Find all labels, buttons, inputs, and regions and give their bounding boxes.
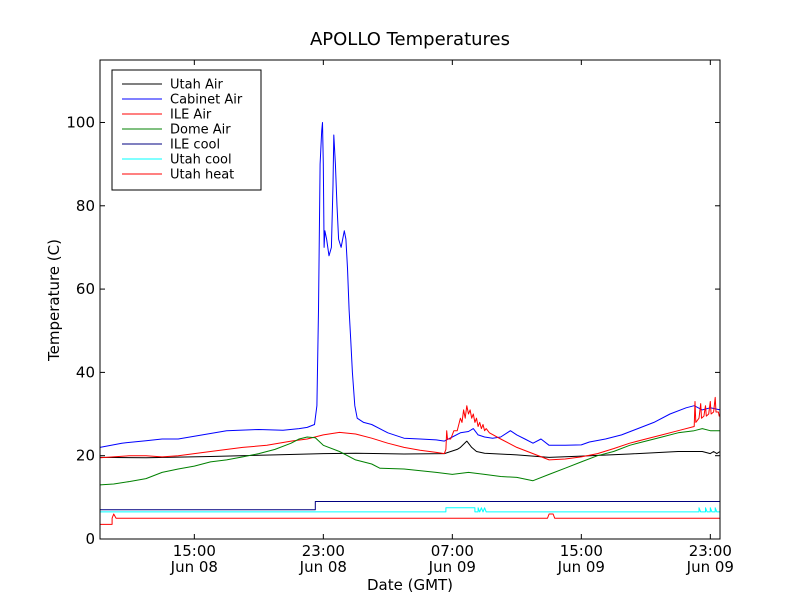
legend-label: ILE cool <box>170 138 220 153</box>
y-tick-label: 20 <box>76 447 95 465</box>
y-tick-label: 100 <box>66 113 95 131</box>
legend-label: Utah cool <box>170 153 232 168</box>
x-tick-label-time: 15:00 <box>173 542 216 560</box>
legend-label: Utah heat <box>170 168 234 183</box>
y-tick-label: 0 <box>85 530 95 548</box>
y-tick-label: 60 <box>76 280 95 298</box>
legend-label: Utah Air <box>170 78 223 93</box>
series-line-utah-air <box>99 440 721 459</box>
series-line-ile-cool <box>100 501 720 511</box>
plot-frame <box>99 59 721 540</box>
x-tick-label-date: Jun 09 <box>557 558 605 576</box>
x-tick-label-time: 23:00 <box>302 542 345 560</box>
legend-label: Dome Air <box>170 123 231 138</box>
x-tick-label-date: Jun 09 <box>686 558 734 576</box>
x-tick-label-date: Jun 09 <box>428 558 476 576</box>
x-axis-label: Date (GMT) <box>367 576 453 594</box>
legend-box <box>111 69 262 191</box>
series-line-ile-air <box>99 396 721 461</box>
legend-label: ILE Air <box>170 108 212 123</box>
legend-label: Cabinet Air <box>170 93 243 108</box>
series-line-utah-cool <box>100 507 720 513</box>
x-tick-label-time: 23:00 <box>689 542 732 560</box>
series-line-cabinet-air <box>99 122 721 448</box>
x-tick-label-date: Jun 08 <box>170 558 218 576</box>
x-tick-label-date: Jun 08 <box>299 558 347 576</box>
series-line-dome-air <box>99 428 720 486</box>
x-tick-label-time: 07:00 <box>431 542 474 560</box>
series-line-utah-heat <box>100 513 720 525</box>
x-tick-label-time: 15:00 <box>560 542 603 560</box>
chart-title: APOLLO Temperatures <box>310 29 510 50</box>
series-layer <box>99 122 721 525</box>
y-tick-label: 80 <box>76 197 95 215</box>
y-tick-label: 40 <box>76 363 95 381</box>
y-axis: 0 20 40 60 80 100 <box>66 113 720 548</box>
y-axis-label: Temperature (C) <box>45 239 63 362</box>
